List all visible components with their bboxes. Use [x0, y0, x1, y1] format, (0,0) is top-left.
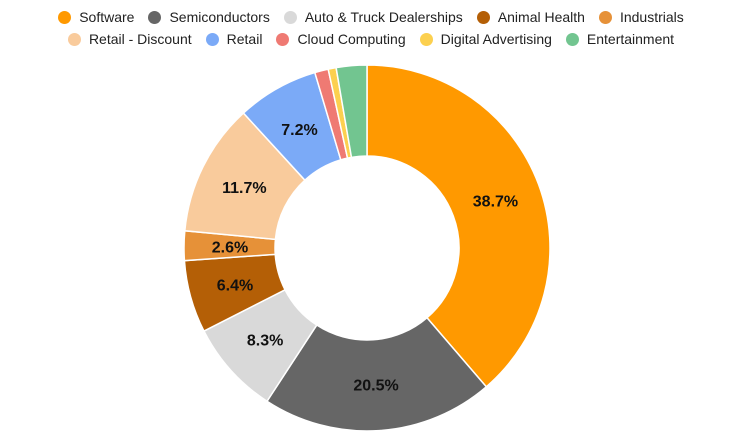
- legend-swatch-animal-health: [476, 10, 490, 24]
- slice-software[interactable]: [366, 64, 551, 388]
- legend-label-software: Software: [79, 9, 135, 25]
- data-label-retail-discount: 11.7%: [222, 180, 266, 197]
- legend-swatch-cloud-computing: [276, 32, 290, 46]
- legend-item-semiconductors[interactable]: Semiconductors: [148, 9, 270, 25]
- legend-label-auto-truck-dealerships: Auto & Truck Dealerships: [304, 9, 463, 25]
- legend-label-cloud-computing: Cloud Computing: [297, 31, 406, 47]
- legend-swatch-auto-truck-dealerships: [283, 10, 297, 24]
- data-label-retail: 7.2%: [281, 122, 317, 139]
- legend-label-retail-discount: Retail - Discount: [88, 31, 192, 47]
- legend-swatch-digital-advertising: [419, 32, 433, 46]
- legend-swatch-industrials: [598, 10, 612, 24]
- legend-label-animal-health: Animal Health: [497, 9, 585, 25]
- data-label-industrials: 2.6%: [212, 239, 248, 256]
- legend-label-digital-advertising: Digital Advertising: [440, 31, 552, 47]
- legend-row-2: Retail - Discount Retail Cloud Computing…: [0, 28, 742, 50]
- legend-swatch-entertainment: [565, 32, 579, 46]
- legend-label-industrials: Industrials: [619, 9, 684, 25]
- legend-label-semiconductors: Semiconductors: [169, 9, 270, 25]
- legend-row-1: Software Semiconductors Auto & Truck Dea…: [0, 6, 742, 28]
- legend-item-retail-discount[interactable]: Retail - Discount: [67, 31, 192, 47]
- legend-swatch-retail: [205, 32, 219, 46]
- data-label-semiconductors: 20.5%: [353, 378, 398, 395]
- chart-legend: Software Semiconductors Auto & Truck Dea…: [0, 6, 742, 50]
- legend-swatch-retail-discount: [67, 32, 81, 46]
- data-label-animal-health: 6.4%: [217, 278, 253, 295]
- legend-swatch-semiconductors: [148, 10, 162, 24]
- legend-item-auto-truck-dealerships[interactable]: Auto & Truck Dealerships: [283, 9, 463, 25]
- slice-entertainment[interactable]: [335, 64, 368, 159]
- legend-label-retail: Retail: [226, 31, 263, 47]
- legend-item-digital-advertising[interactable]: Digital Advertising: [419, 31, 552, 47]
- legend-label-entertainment: Entertainment: [586, 31, 675, 47]
- legend-item-software[interactable]: Software: [58, 9, 134, 25]
- legend-item-entertainment[interactable]: Entertainment: [565, 31, 675, 47]
- data-label-auto-truck-dealerships: 8.3%: [247, 333, 283, 350]
- legend-item-cloud-computing[interactable]: Cloud Computing: [276, 31, 406, 47]
- legend-swatch-software: [58, 10, 72, 24]
- data-label-software: 38.7%: [473, 193, 518, 210]
- legend-item-animal-health[interactable]: Animal Health: [476, 9, 585, 25]
- slice-semiconductors[interactable]: [265, 316, 488, 432]
- legend-item-retail[interactable]: Retail: [205, 31, 263, 47]
- legend-item-industrials[interactable]: Industrials: [598, 9, 684, 25]
